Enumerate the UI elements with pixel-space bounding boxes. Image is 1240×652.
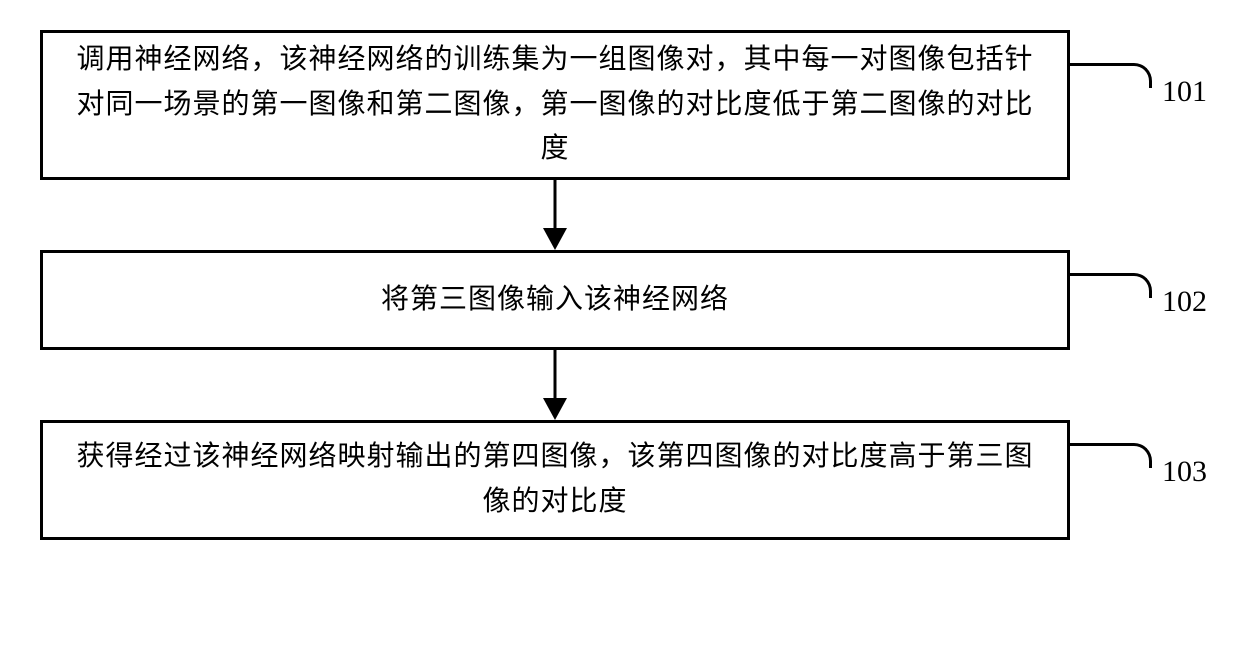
arrow-shaft [554, 350, 557, 400]
flow-step-3-text: 获得经过该神经网络映射输出的第四图像，该第四图像的对比度高于第三图像的对比度 [63, 435, 1047, 525]
arrow-2-3 [40, 350, 1070, 420]
flow-step-2-text: 将第三图像输入该神经网络 [381, 278, 729, 323]
arrow-head [543, 228, 567, 250]
flow-step-3: 获得经过该神经网络映射输出的第四图像，该第四图像的对比度高于第三图像的对比度 1… [40, 420, 1070, 540]
flow-step-1: 调用神经网络，该神经网络的训练集为一组图像对，其中每一对图像包括针对同一场景的第… [40, 30, 1070, 180]
connector-2 [1067, 273, 1152, 298]
flow-step-2: 将第三图像输入该神经网络 102 [40, 250, 1070, 350]
connector-3 [1067, 443, 1152, 468]
step-label-2: 102 [1162, 285, 1207, 319]
arrow-head [543, 398, 567, 420]
step-label-3: 103 [1162, 455, 1207, 489]
arrow-1-2 [40, 180, 1070, 250]
connector-1 [1067, 63, 1152, 88]
flowchart-container: 调用神经网络，该神经网络的训练集为一组图像对，其中每一对图像包括针对同一场景的第… [40, 30, 1200, 540]
arrow-shaft [554, 180, 557, 230]
step-label-1: 101 [1162, 75, 1207, 109]
flow-step-1-text: 调用神经网络，该神经网络的训练集为一组图像对，其中每一对图像包括针对同一场景的第… [63, 38, 1047, 172]
